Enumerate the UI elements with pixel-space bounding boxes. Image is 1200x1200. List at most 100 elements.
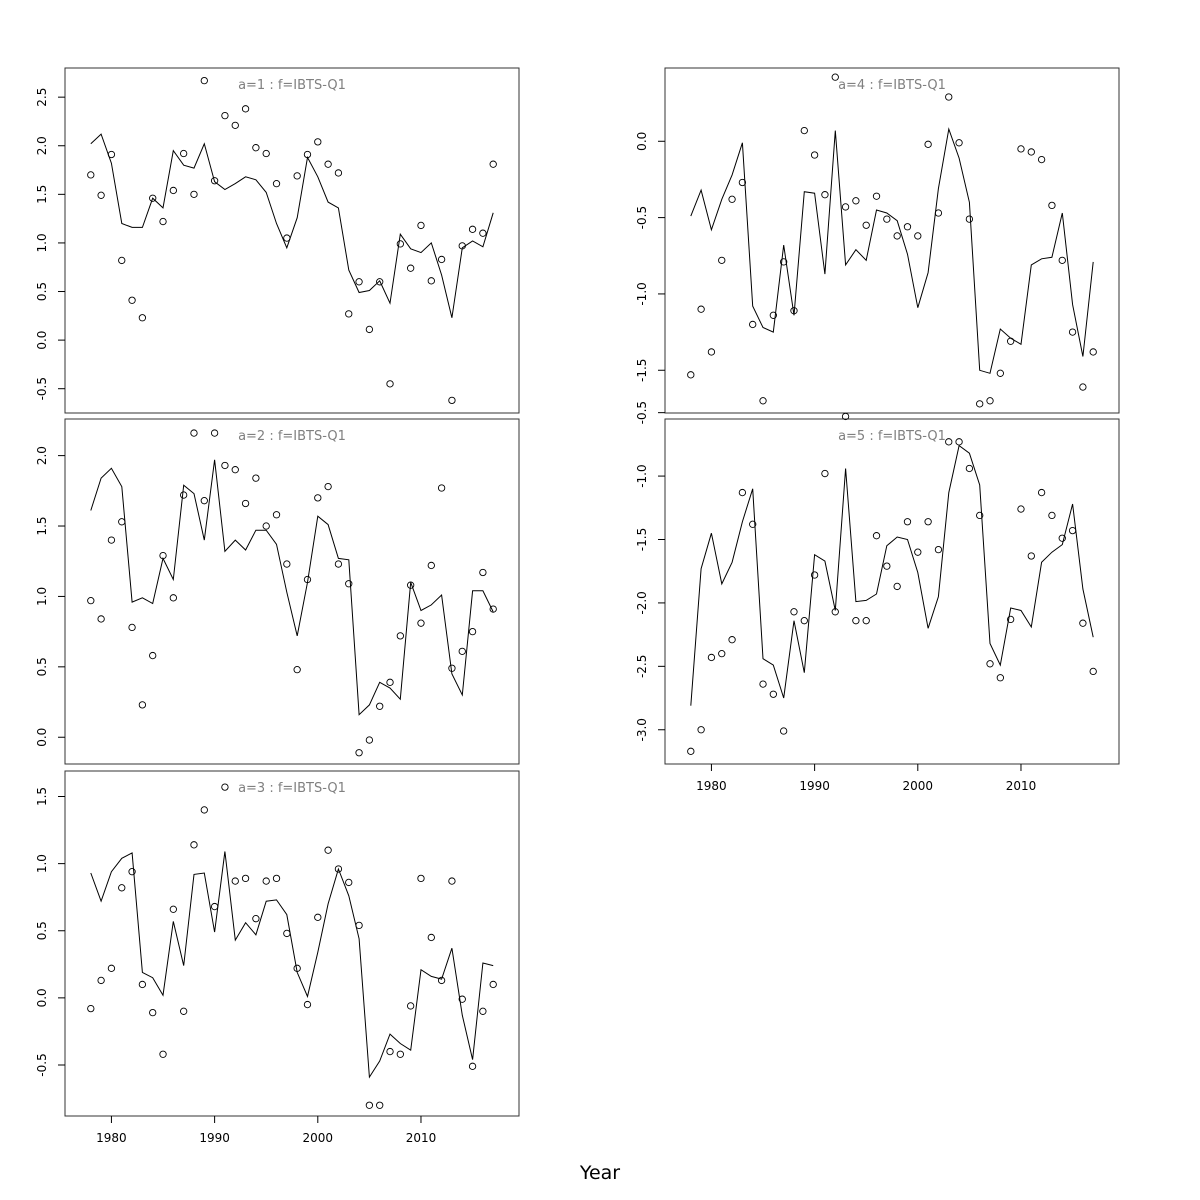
panel-frame — [64, 67, 520, 414]
y-tick-label: -0.5 — [35, 1053, 49, 1076]
observed-point — [883, 562, 891, 570]
y-tick-label: 1.5 — [35, 185, 49, 204]
observed-point — [107, 964, 116, 972]
observed-point — [252, 144, 260, 152]
observed-point — [728, 636, 736, 644]
observed-point — [468, 225, 477, 233]
observed-point — [97, 615, 105, 623]
observed-point — [365, 325, 374, 334]
observed-point — [303, 1000, 312, 1009]
fitted-line — [690, 444, 1094, 706]
observed-point — [1048, 511, 1056, 520]
observed-point — [479, 568, 487, 577]
y-tick-label: -1.5 — [635, 359, 649, 382]
observed-point — [345, 580, 353, 588]
y-tick-label: 2.0 — [35, 136, 49, 155]
observed-point — [821, 469, 829, 478]
observed-point — [231, 466, 239, 474]
fitted-line — [690, 127, 1094, 374]
observed-point — [138, 701, 147, 709]
x-tick-label: 1980 — [96, 1131, 127, 1145]
observed-point — [697, 305, 705, 313]
observed-point — [965, 464, 974, 473]
observed-point — [852, 617, 860, 625]
observed-point — [149, 194, 157, 202]
observed-point — [262, 522, 270, 530]
observed-point — [1048, 201, 1056, 210]
y-tick-label: 0.0 — [35, 988, 49, 1007]
observed-point — [427, 277, 435, 285]
observed-point — [118, 518, 126, 526]
observed-point — [468, 1062, 477, 1070]
observed-point — [427, 933, 435, 942]
observed-point — [87, 171, 95, 179]
panel-title: a=5 : f=IBTS-Q1 — [838, 429, 946, 444]
y-tick-label: 0.0 — [35, 331, 49, 350]
observed-point — [221, 111, 229, 120]
observed-point — [976, 511, 984, 520]
observed-point — [241, 105, 250, 113]
observed-point — [180, 149, 188, 158]
y-tick-label: 0.0 — [35, 728, 49, 747]
observed-point — [893, 582, 901, 591]
y-tick-label: -1.0 — [635, 464, 649, 487]
x-axis-label: Year — [579, 1162, 620, 1184]
observed-point — [769, 311, 777, 319]
observed-point — [97, 976, 105, 985]
y-tick-label: -1.5 — [635, 528, 649, 551]
observed-point — [945, 93, 953, 101]
observed-point — [334, 865, 343, 873]
observed-point — [221, 783, 229, 791]
observed-point — [376, 278, 384, 286]
observed-point — [314, 494, 322, 502]
observed-point — [283, 929, 291, 938]
x-tick-label: 2010 — [406, 1131, 437, 1145]
observed-point — [458, 647, 466, 655]
observed-point — [345, 878, 353, 887]
observed-point — [790, 608, 798, 616]
observed-point — [159, 217, 167, 226]
fitted-line — [90, 459, 494, 716]
observed-point — [169, 186, 177, 195]
observed-point — [687, 747, 695, 755]
observed-point — [241, 499, 250, 508]
observed-point — [252, 474, 260, 482]
observed-point — [324, 160, 332, 168]
observed-point — [293, 666, 301, 674]
observed-point — [262, 149, 270, 158]
observed-point — [180, 491, 188, 499]
y-tick-label: 1.5 — [35, 516, 49, 535]
observed-point — [489, 980, 497, 989]
observed-point — [883, 215, 891, 223]
observed-point — [159, 1050, 167, 1058]
observed-point — [780, 258, 788, 266]
y-tick-label: 1.0 — [35, 587, 49, 606]
observed-point — [831, 73, 839, 81]
observed-point — [872, 192, 881, 200]
observed-point — [128, 868, 136, 876]
observed-point — [437, 484, 446, 492]
panel-title: a=4 : f=IBTS-Q1 — [838, 78, 946, 93]
observed-point — [810, 571, 819, 579]
observed-point — [128, 623, 136, 632]
observed-point — [180, 1007, 188, 1015]
observed-point — [841, 412, 850, 421]
observed-point — [314, 138, 322, 146]
observed-point — [231, 877, 239, 885]
observed-point — [934, 209, 943, 217]
panel-title: a=2 : f=IBTS-Q1 — [238, 429, 346, 444]
y-tick-label: 1.0 — [35, 854, 49, 873]
observed-point — [97, 191, 105, 199]
observed-point — [200, 76, 208, 85]
observed-point — [903, 223, 912, 231]
y-tick-label: -0.5 — [635, 401, 649, 424]
observed-point — [376, 702, 384, 710]
panel-a5: a=3 : f=IBTS-Q1 -0.5 0.0 0.5 1.0 1.5 1980 1990 2… — [35, 770, 520, 1145]
x-tick-label: 1990 — [199, 1131, 230, 1145]
observed-point — [241, 874, 250, 883]
observed-point — [718, 650, 726, 658]
observed-point — [324, 846, 332, 854]
observed-point — [1079, 383, 1087, 391]
observed-point — [272, 179, 281, 188]
